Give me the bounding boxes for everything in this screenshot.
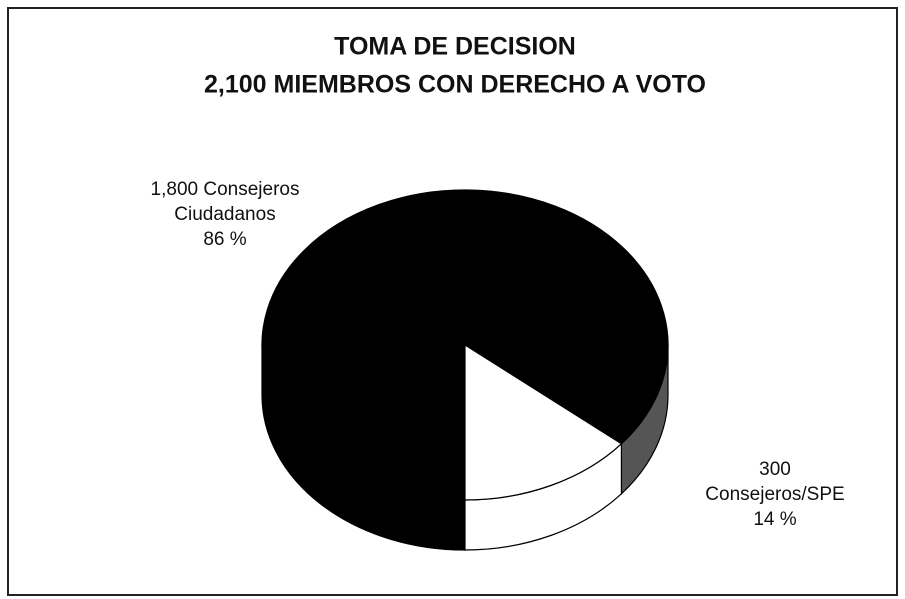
- slice-value-label: 14 %: [753, 509, 796, 530]
- slice-label: Ciudadanos: [174, 204, 275, 225]
- frame: [7, 7, 898, 596]
- pie-slice: [464, 343, 623, 501]
- slice-value-label: 86 %: [203, 229, 246, 250]
- slice-label: 300: [759, 459, 791, 480]
- chart-subtitle: 2,100 MIEMBROS CON DERECHO A VOTO: [204, 71, 706, 99]
- slice-label: Consejeros/SPE: [705, 484, 844, 505]
- chart-title: TOMA DE DECISION: [334, 33, 576, 61]
- slice-label: 1,800 Consejeros: [151, 179, 300, 200]
